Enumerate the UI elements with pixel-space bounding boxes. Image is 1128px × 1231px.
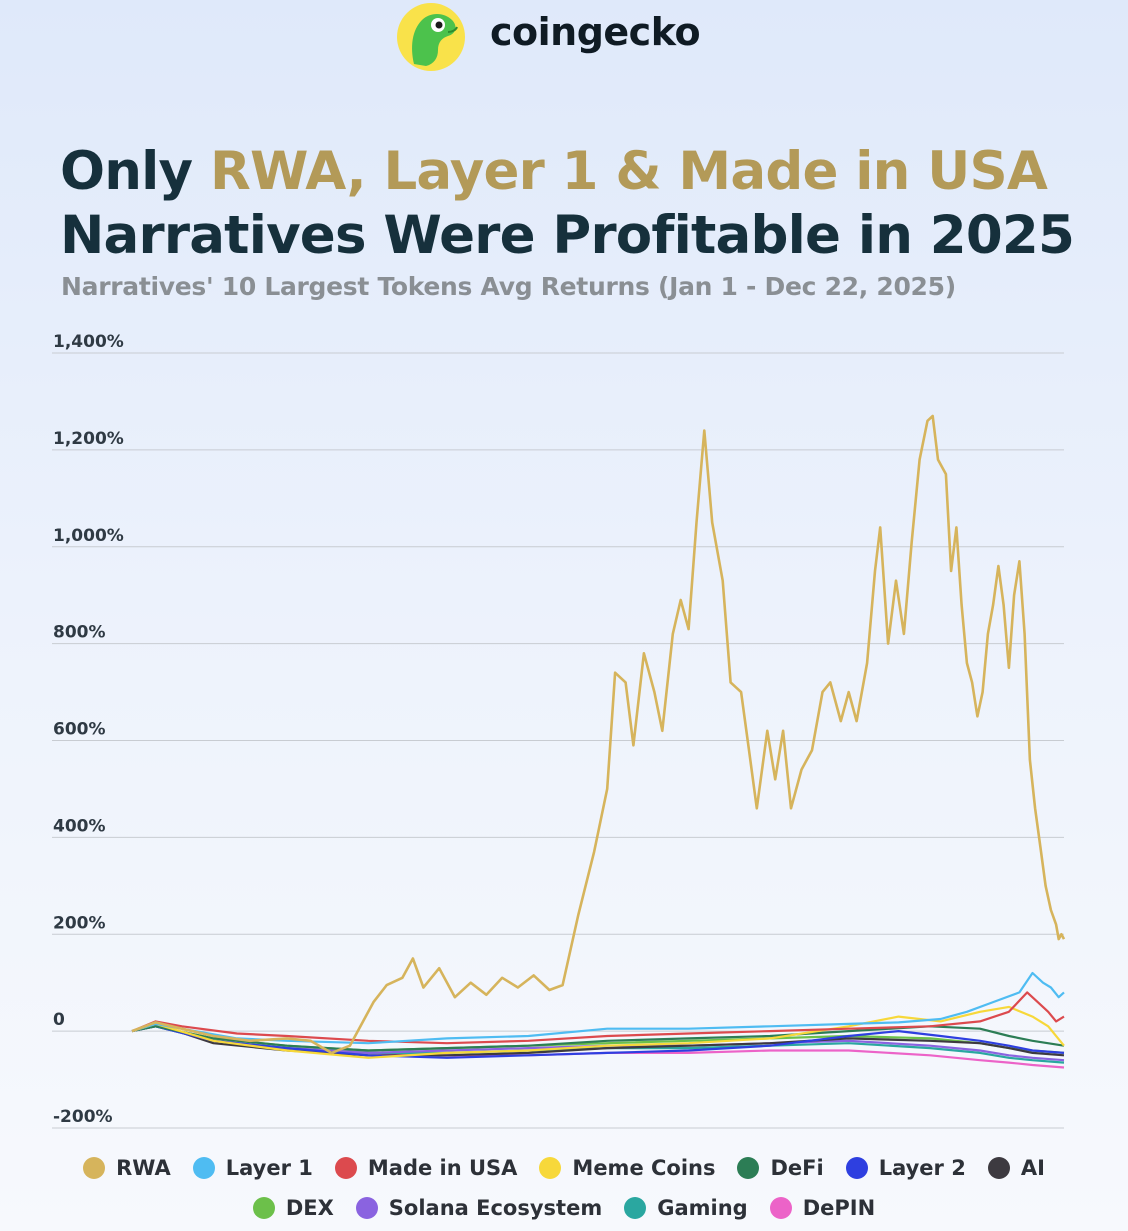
brand-header: coingecko — [0, 0, 1128, 80]
legend-swatch — [192, 1157, 215, 1179]
legend-label: Layer 2 — [878, 1156, 966, 1180]
title-highlight: RWA, Layer 1 & Made in USA — [209, 141, 1048, 202]
y-tick-label: 200% — [53, 913, 106, 933]
legend-swatch — [252, 1197, 275, 1219]
legend-swatch — [845, 1157, 868, 1179]
legend-item-meme-coins: Meme Coins — [539, 1156, 715, 1180]
legend-label: DePIN — [802, 1196, 876, 1220]
legend-item-gaming: Gaming — [624, 1196, 748, 1220]
y-tick-label: 1,200% — [53, 429, 124, 449]
y-tick-label: 1,000% — [53, 526, 124, 546]
legend-item-dex: DEX — [252, 1196, 334, 1220]
legend-label: Layer 1 — [225, 1156, 313, 1180]
legend-swatch — [987, 1157, 1010, 1179]
legend-swatch — [737, 1157, 760, 1179]
series-line-ai — [131, 1022, 1065, 1057]
legend-swatch — [624, 1197, 647, 1219]
series-line-meme-coins — [131, 1005, 1065, 1059]
legend-item-solana-ecosystem: Solana Ecosystem — [355, 1196, 603, 1220]
legend-label: RWA — [116, 1156, 171, 1180]
legend-item-ai: AI — [987, 1156, 1045, 1180]
legend-item-depin: DePIN — [769, 1196, 876, 1220]
legend-label: Made in USA — [367, 1156, 518, 1180]
y-tick-label: 0 — [53, 1010, 65, 1030]
legend-item-layer-1: Layer 1 — [192, 1156, 313, 1180]
brand-name: coingecko — [490, 10, 701, 54]
legend-swatch — [539, 1157, 562, 1179]
y-tick-label: 800% — [53, 623, 106, 643]
chart-subtitle: Narratives' 10 Largest Tokens Avg Return… — [61, 272, 956, 301]
legend-label: Gaming — [657, 1196, 748, 1220]
legend-label: Meme Coins — [572, 1156, 716, 1180]
title-prefix: Only — [60, 141, 210, 202]
title-suffix: Narratives Were Profitable in 2025 — [60, 205, 1075, 266]
legend-item-rwa: RWA — [83, 1156, 171, 1180]
legend-swatch — [769, 1197, 792, 1219]
y-tick-label: 400% — [53, 816, 106, 836]
y-tick-label: 600% — [53, 720, 106, 740]
legend-item-defi: DeFi — [737, 1156, 824, 1180]
legend-swatch — [355, 1197, 378, 1219]
legend-label: Solana Ecosystem — [388, 1196, 603, 1220]
series-line-rwa — [131, 414, 1066, 1055]
series-line-layer-1 — [131, 971, 1065, 1045]
legend-swatch — [83, 1157, 106, 1179]
series-line-made-in-usa — [131, 991, 1065, 1045]
legend-label: DeFi — [770, 1156, 824, 1180]
legend-swatch — [334, 1157, 357, 1179]
line-chart: -200% 0 200% 400% 600% 800% 1,000% 1,200% 1,400% — [52, 332, 1066, 1129]
legend-label: DEX — [285, 1196, 334, 1220]
legend-row: DEX Solana Ecosystem Gaming DePIN — [0, 1188, 1128, 1228]
legend-item-made-in-usa: Made in USA — [334, 1156, 518, 1180]
gecko-logo-icon — [397, 3, 465, 71]
chart-title: Only RWA, Layer 1 & Made in USA Narrative… — [60, 140, 1110, 268]
legend-row: RWA Layer 1 Made in USA Meme Coins DeFi Layer… — [0, 1148, 1128, 1188]
legend-item-layer-2: Layer 2 — [845, 1156, 966, 1180]
y-tick-label: -200% — [53, 1107, 113, 1127]
legend-label: AI — [1020, 1156, 1045, 1180]
series-line-layer-2 — [131, 1025, 1065, 1059]
chart-legend: RWA Layer 1 Made in USA Meme Coins DeFi Layer… — [0, 1148, 1128, 1228]
y-tick-label: 1,400% — [53, 332, 124, 352]
